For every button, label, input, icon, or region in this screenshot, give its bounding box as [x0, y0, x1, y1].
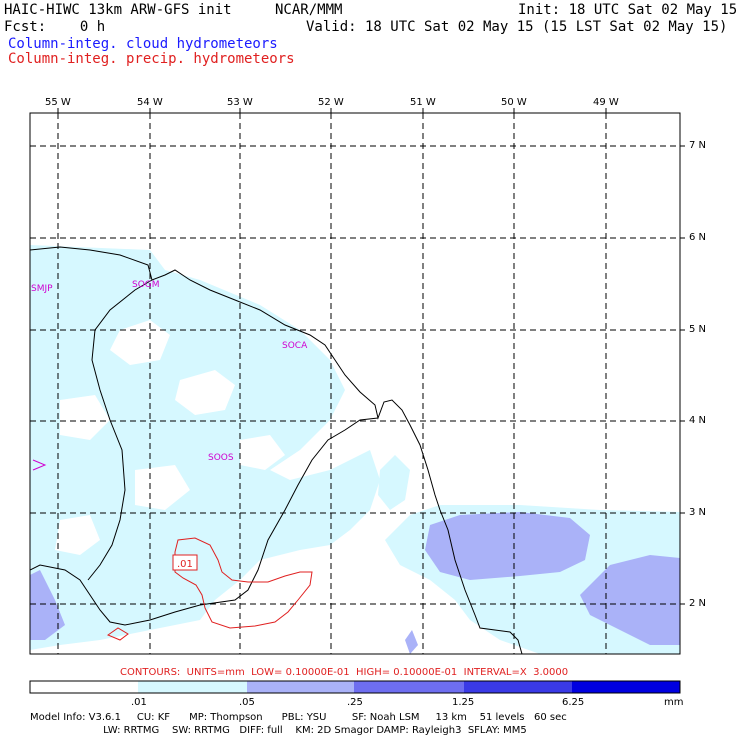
- station-label: SOGM: [132, 280, 160, 290]
- coastline: [30, 246, 523, 654]
- model-info-line1: Model Info: V3.6.1 CU: KF MP: Thompson P…: [30, 712, 567, 723]
- border-suriname-french-guiana: [30, 417, 379, 626]
- coastlines: [30, 246, 523, 654]
- cloud-mid-southwest: [30, 570, 65, 640]
- lon-label: 55 W: [45, 97, 71, 108]
- cloud-field: [30, 245, 680, 654]
- arrow-marker: [32, 459, 47, 471]
- graticule: [30, 113, 680, 654]
- field-label-cloud: Column-integ. cloud hydrometeors: [8, 36, 278, 52]
- field-label-precip: Column-integ. precip. hydrometeors: [8, 51, 295, 67]
- lat-label: 6 N: [689, 232, 707, 243]
- colorbar: [29, 680, 681, 694]
- colorbar-tick: .05: [239, 697, 255, 708]
- lat-label: 5 N: [689, 324, 707, 335]
- lon-label: 54 W: [137, 97, 163, 108]
- cloud-mid-east: [425, 512, 590, 580]
- model-info-line2: LW: RRTMG SW: RRTMG DIFF: full KM: 2D Sm…: [30, 725, 527, 736]
- init-time: Init: 18 UTC Sat 02 May 15: [518, 2, 738, 18]
- precip-contour: [106, 537, 313, 641]
- forecast-hour: Fcst: 0 h: [4, 19, 106, 35]
- station-label: SMJP: [31, 284, 53, 294]
- contour-label: .01: [177, 559, 193, 570]
- cloud-mid-southeast: [580, 555, 680, 645]
- lon-label: 49 W: [593, 97, 619, 108]
- border-suriname-west: [87, 279, 153, 581]
- lon-label: 53 W: [227, 97, 253, 108]
- station-label: SOOS: [208, 453, 234, 463]
- lon-label: 51 W: [410, 97, 436, 108]
- colorbar-unit: mm: [664, 697, 684, 708]
- station-label: SOCA: [282, 341, 308, 351]
- colorbar-tick: 6.25: [562, 697, 585, 708]
- cloud-area-center: [378, 455, 410, 510]
- colorbar-tick: .01: [131, 697, 147, 708]
- lat-label: 4 N: [689, 415, 707, 426]
- model-title: HAIC-HIWC 13km ARW-GFS init: [4, 2, 232, 18]
- lat-label: 3 N: [689, 507, 707, 518]
- lon-label: 50 W: [501, 97, 527, 108]
- valid-time: Valid: 18 UTC Sat 02 May 15 (15 LST Sat …: [306, 19, 728, 35]
- lat-label: 7 N: [689, 140, 707, 151]
- lat-label: 2 N: [689, 598, 707, 609]
- org-label: NCAR/MMM: [275, 2, 343, 18]
- colorbar-tick: 1.25: [452, 697, 475, 708]
- contours-info: CONTOURS: UNITS=mm LOW= 0.10000E-01 HIGH…: [120, 667, 569, 678]
- lon-label: 52 W: [318, 97, 344, 108]
- colorbar-tick: .25: [347, 697, 363, 708]
- map-frame: [29, 112, 681, 655]
